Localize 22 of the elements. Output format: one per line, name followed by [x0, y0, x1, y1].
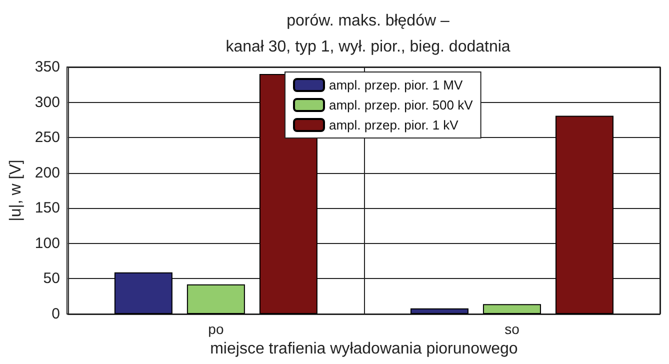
y-tick-label: 0: [52, 306, 60, 322]
bar: [482, 304, 541, 314]
bar: [410, 308, 468, 314]
chart-subtitle: kanał 30, typ 1, wył. pior., bieg. dodatnia: [226, 38, 510, 56]
legend-label: ampl. przep. pior. 500 kV: [329, 98, 474, 112]
y-tick-label: 100: [34, 234, 60, 252]
y-axis-title: |u|, w [V]: [8, 160, 24, 222]
x-tick-label: po: [208, 321, 224, 337]
legend-label: ampl. przep. pior. 1 kV: [329, 118, 459, 132]
y-tick-label: 300: [34, 94, 60, 111]
x-axis-title: miejsce trafienia wyładowania piorunowego: [210, 340, 518, 358]
y-tick-label: 250: [34, 129, 60, 146]
y-tick-label: 350: [34, 58, 60, 76]
y-tick-label: 200: [34, 164, 60, 182]
chart-title: porów. maks. błędów –: [286, 12, 450, 30]
legend-label: ampl. przep. pior. 1 MV: [329, 78, 463, 92]
bar: [555, 116, 614, 314]
y-tick-label: 50: [43, 270, 60, 288]
x-tick-label: so: [504, 321, 520, 337]
bar: [186, 284, 245, 314]
y-tick-label: 150: [34, 200, 60, 217]
bar: [114, 272, 172, 314]
